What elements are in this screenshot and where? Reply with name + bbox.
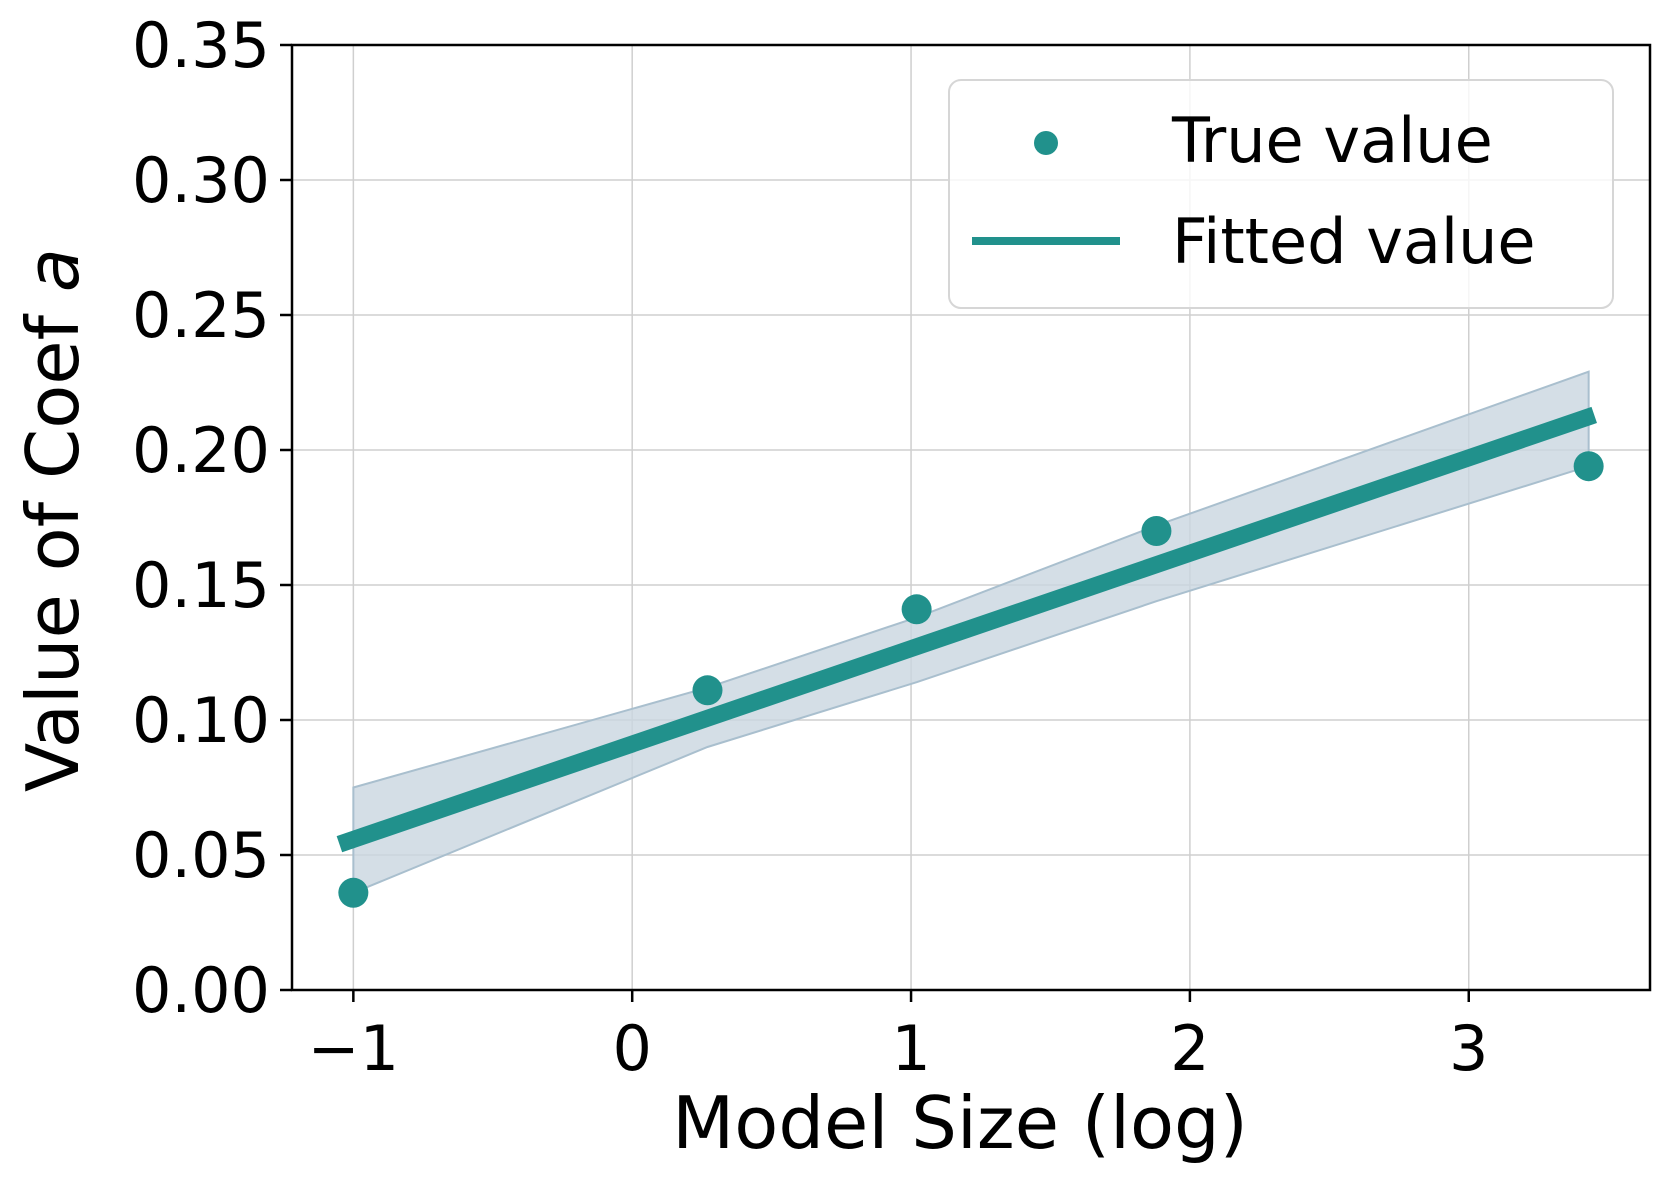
x-tick-label-3: 2 [1170, 1012, 1209, 1085]
true-value-points [338, 451, 1604, 908]
data-point-4 [1573, 451, 1604, 482]
data-point-3 [1141, 516, 1172, 546]
x-tick-label-1: 0 [612, 1012, 651, 1085]
x-tick-label-0: −1 [308, 1012, 399, 1085]
data-point-0 [338, 877, 369, 908]
y-tick-label-0: 0.00 [132, 954, 270, 1027]
legend-marker-true-value [1034, 131, 1058, 155]
y-axis-label-symbol: a [11, 248, 95, 292]
fitted-line [336, 406, 1597, 853]
axis-ticks: −1 0 1 2 3 0.00 0.05 0.10 0.15 0.20 0.25 0.30 0.35 [132, 9, 1489, 1085]
plot-frame [290, 43, 1652, 992]
y-tick-label-6: 0.30 [132, 144, 270, 217]
y-axis-label-prefix: Value of Coef [11, 292, 95, 792]
data-point-1 [692, 675, 723, 706]
y-tick-label-2: 0.10 [132, 684, 270, 757]
legend-box [948, 79, 1614, 309]
legend-label-true-value: True value [1171, 104, 1493, 177]
legend-label-fitted-value: Fitted value [1172, 205, 1536, 278]
fitted-line-group [336, 406, 1597, 853]
x-tick-label-2: 1 [891, 1012, 930, 1085]
y-tick-label-7: 0.35 [132, 9, 270, 82]
x-tick-label-4: 3 [1449, 1012, 1488, 1085]
y-tick-label-4: 0.20 [132, 414, 270, 487]
y-tick-label-1: 0.05 [132, 819, 270, 892]
y-tick-label-5: 0.25 [132, 279, 270, 352]
y-tick-label-3: 0.15 [132, 549, 270, 622]
x-axis-label: Model Size (log) [672, 1081, 1248, 1165]
legend: True value Fitted value [948, 79, 1614, 309]
data-point-2 [901, 594, 932, 625]
y-axis-label: Value of Coef a [11, 248, 95, 792]
